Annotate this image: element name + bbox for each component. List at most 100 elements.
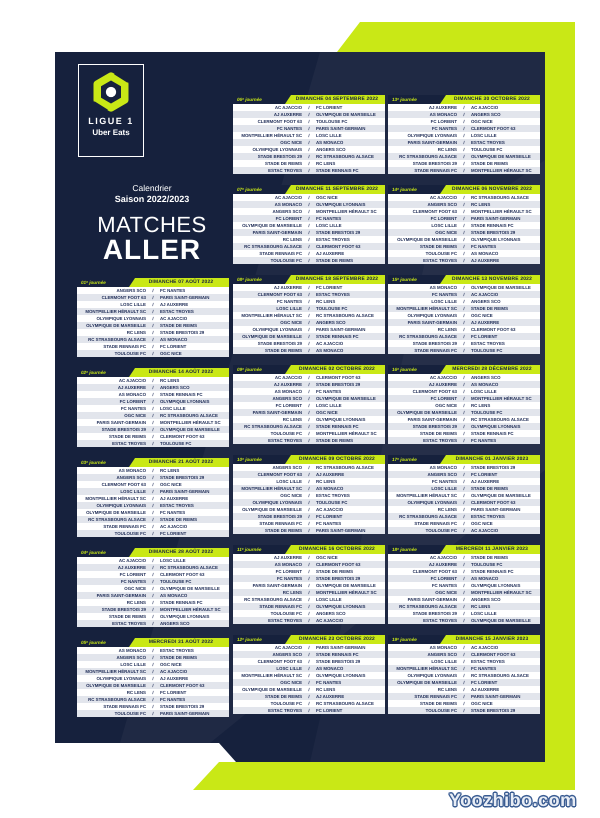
journee-block: 01ᵉ journée DIMANCHE 07 AOÛT 2022 ANGERS S… [77, 278, 229, 357]
match-rows: AS MONACO / STADE BRESTOIS 29 ANGERS SCO / FC… [388, 464, 540, 534]
separator: / [308, 680, 310, 685]
away-team: OGC NICE [471, 701, 493, 706]
match-row: RC STRASBOURG ALSACE / RC LENS [388, 603, 540, 610]
separator: / [308, 112, 310, 117]
journee-number: 17ᵉ journée [388, 455, 446, 464]
home-team: OLYMPIQUE DE MARSEILLE [242, 334, 302, 339]
home-team: ESTAC TROYES [112, 441, 146, 446]
match-row: STADE RENNAIS FC / PARIS SAINT-GERMAIN [388, 693, 540, 700]
separator: / [152, 288, 154, 293]
match-row: LOSC LILLE / STADE DE REIMS [388, 485, 540, 492]
home-team: AJ AUXERRE [273, 285, 302, 290]
away-team: FC NANTES [160, 288, 186, 293]
separator: / [152, 648, 154, 653]
match-row: PARIS SAINT-GERMAIN / ANGERS SCO [388, 596, 540, 603]
away-team: TOULOUSE FC [471, 410, 503, 415]
away-team: OLYMPIQUE LYONNAIS [316, 417, 366, 422]
home-team: OLYMPIQUE DE MARSEILLE [86, 323, 146, 328]
journee-date: DIMANCHE 02 OCTOBRE 2022 [299, 367, 375, 372]
match-row: FC LORIENT / PARIS SAINT-GERMAIN [388, 215, 540, 222]
journee-date: MERCREDI 11 JANVIER 2023 [455, 547, 529, 552]
journee-block: 13ᵉ journée DIMANCHE 30 OCTOBRE 2022 AJ AU… [388, 95, 540, 174]
away-team: OGC NICE [471, 521, 493, 526]
home-team: OGC NICE [124, 413, 146, 418]
match-row: TOULOUSE FC / MONTPELLIER HÉRAULT SC [233, 430, 385, 437]
match-rows: AS MONACO / AC AJACCIO ANGERS SCO / CLERMONT … [388, 644, 540, 714]
separator: / [463, 237, 465, 242]
home-team: MONTPELLIER HÉRAULT SC [396, 666, 457, 671]
home-team: OLYMPIQUE LYONNAIS [407, 313, 457, 318]
journee-date: DIMANCHE 11 SEPTEMBRE 2022 [295, 187, 379, 192]
away-team: AC AJACCIO [160, 669, 188, 674]
separator: / [308, 168, 310, 173]
match-row: TOULOUSE FC / FC LORIENT [77, 530, 229, 537]
away-team: LOSC LILLE [316, 133, 342, 138]
home-team: TOULOUSE FC [270, 701, 302, 706]
home-team: FC LORIENT [430, 396, 457, 401]
away-team: AJ AUXERRE [471, 258, 500, 263]
away-team: STADE DE REIMS [471, 306, 508, 311]
separator: / [463, 105, 465, 110]
home-team: ESTAC TROYES [423, 258, 457, 263]
match-row: AJ AUXERRE / OLYMPIQUE DE MARSEILLE [233, 111, 385, 118]
separator: / [463, 576, 465, 581]
match-rows: AC AJACCIO / RC STRASBOURG ALSACE ANGERS SC… [388, 194, 540, 264]
home-team: FC LORIENT [430, 119, 457, 124]
match-row: FC NANTES / AJ AUXERRE [388, 478, 540, 485]
separator: / [308, 410, 310, 415]
separator: / [152, 316, 154, 321]
match-row: STADE BRESTOIS 29 / ESTAC TROYES [388, 340, 540, 347]
home-team: MONTPELLIER HÉRAULT SC [241, 313, 302, 318]
separator: / [152, 385, 154, 390]
match-row: AS MONACO / RC LENS [77, 467, 229, 474]
home-team: PARIS SAINT-GERMAIN [252, 583, 302, 588]
away-team: TOULOUSE FC [316, 500, 348, 505]
home-team: STADE RENNAIS FC [103, 704, 146, 709]
separator: / [152, 302, 154, 307]
match-row: STADE RENNAIS FC / OGC NICE [388, 520, 540, 527]
home-team: STADE BRESTOIS 29 [257, 341, 302, 346]
match-row: RC LENS / PARIS SAINT-GERMAIN [388, 506, 540, 513]
journee-date: DIMANCHE 01 JANVIER 2023 [455, 457, 529, 462]
away-team: STADE DE REIMS [160, 655, 197, 660]
home-team: TOULOUSE FC [114, 711, 146, 716]
away-team: RC STRASBOURG ALSACE [316, 465, 374, 470]
match-row: AS MONACO / STADE RENNAIS FC [77, 391, 229, 398]
separator: / [463, 555, 465, 560]
away-team: OGC NICE [471, 313, 493, 318]
match-row: STADE DE REIMS / STADE RENNAIS FC [388, 430, 540, 437]
match-rows: AJ AUXERRE / FC LORIENT CLERMONT FOOT 63 / ES… [233, 284, 385, 354]
away-team: TOULOUSE FC [316, 306, 348, 311]
separator: / [308, 348, 310, 353]
home-team: ESTAC TROYES [268, 438, 302, 443]
journee-date: DIMANCHE 09 OCTOBRE 2022 [299, 457, 375, 462]
away-team: CLERMONT FOOT 63 [160, 434, 205, 439]
season-label: Saison 2022/2023 [114, 194, 190, 204]
match-row: RC LENS / CLERMONT FOOT 63 [388, 326, 540, 333]
separator: / [463, 507, 465, 512]
match-row: RC STRASBOURG ALSACE / OLYMPIQUE DE MARSEI… [388, 153, 540, 160]
away-team: LOSC LILLE [471, 389, 497, 394]
home-team: FC LORIENT [119, 399, 146, 404]
home-team: OLYMPIQUE LYONNAIS [407, 673, 457, 678]
match-row: OGC NICE / MONTPELLIER HÉRAULT SC [388, 589, 540, 596]
journee-block: 06ᵉ journée DIMANCHE 04 SEPTEMBRE 2022 AC … [233, 95, 385, 174]
away-team: MONTPELLIER HÉRAULT SC [160, 607, 221, 612]
away-team: OGC NICE [316, 555, 338, 560]
separator: / [463, 590, 465, 595]
away-team: ESTAC TROYES [160, 648, 194, 653]
away-team: PARIS SAINT-GERMAIN [316, 528, 366, 533]
match-rows: AC AJACCIO / RC LENS AJ AUXERRE / ANGERS SCO A… [77, 377, 229, 447]
title-aller: ALLER [102, 234, 202, 265]
match-row: OGC NICE / RC STRASBOURG ALSACE [77, 412, 229, 419]
away-team: OGC NICE [471, 119, 493, 124]
separator: / [308, 708, 310, 713]
home-team: TOULOUSE FC [270, 258, 302, 263]
home-team: AJ AUXERRE [428, 562, 457, 567]
separator: / [308, 126, 310, 131]
home-team: FC LORIENT [275, 569, 302, 574]
away-team: ESTAC TROYES [471, 341, 505, 346]
journee-header: 03ᵉ journée DIMANCHE 21 AOÛT 2022 [77, 458, 229, 467]
separator: / [152, 711, 154, 716]
